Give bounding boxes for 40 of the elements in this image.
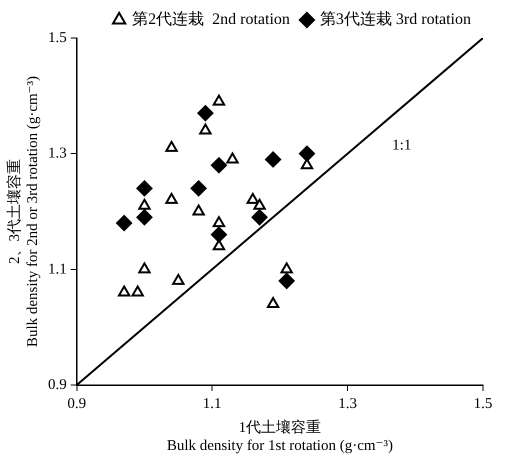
point xyxy=(280,262,293,274)
x-tick-label: 0.9 xyxy=(67,396,86,412)
point xyxy=(212,94,226,106)
point xyxy=(210,157,227,174)
point xyxy=(192,204,205,216)
point xyxy=(136,180,152,196)
legend-label: 第2代连栽 2nd rotation xyxy=(132,10,290,28)
point xyxy=(131,285,144,296)
point xyxy=(138,198,151,210)
point xyxy=(165,140,178,152)
point xyxy=(116,215,132,232)
point xyxy=(226,152,239,164)
point xyxy=(197,105,214,122)
point xyxy=(199,124,212,135)
annotation: 1:1 xyxy=(392,138,412,154)
point xyxy=(165,192,178,204)
y-axis-title: 2、3代土壤容重 Bulk density for 2nd or 3rd rotation (g·cm⁻³) xyxy=(6,76,41,348)
point xyxy=(212,216,226,228)
point xyxy=(172,274,185,285)
y-tick-label: 1.5 xyxy=(48,30,67,46)
x-tick-label: 1.1 xyxy=(202,396,222,412)
x-axis-title: 1代土壤容重 Bulk density for 1st rotation (g·cm⁻³) xyxy=(166,418,393,454)
point xyxy=(138,262,151,274)
point xyxy=(266,297,280,308)
y-tick-label: 1.3 xyxy=(48,146,67,162)
point xyxy=(210,226,227,243)
y-tick-label: 0.9 xyxy=(48,376,67,393)
point xyxy=(278,272,295,289)
point xyxy=(118,285,130,296)
point xyxy=(252,209,268,226)
point xyxy=(246,192,259,204)
legend-label: 第3代连栽 3rd rotation xyxy=(320,10,471,28)
point xyxy=(298,146,315,162)
x-tick-label: 1.3 xyxy=(338,396,357,412)
point xyxy=(190,180,207,196)
point xyxy=(265,151,282,168)
point xyxy=(253,198,266,210)
y-tick-label: 1.1 xyxy=(48,261,67,278)
point xyxy=(136,209,152,226)
x-tick-label: 1.5 xyxy=(474,396,492,412)
